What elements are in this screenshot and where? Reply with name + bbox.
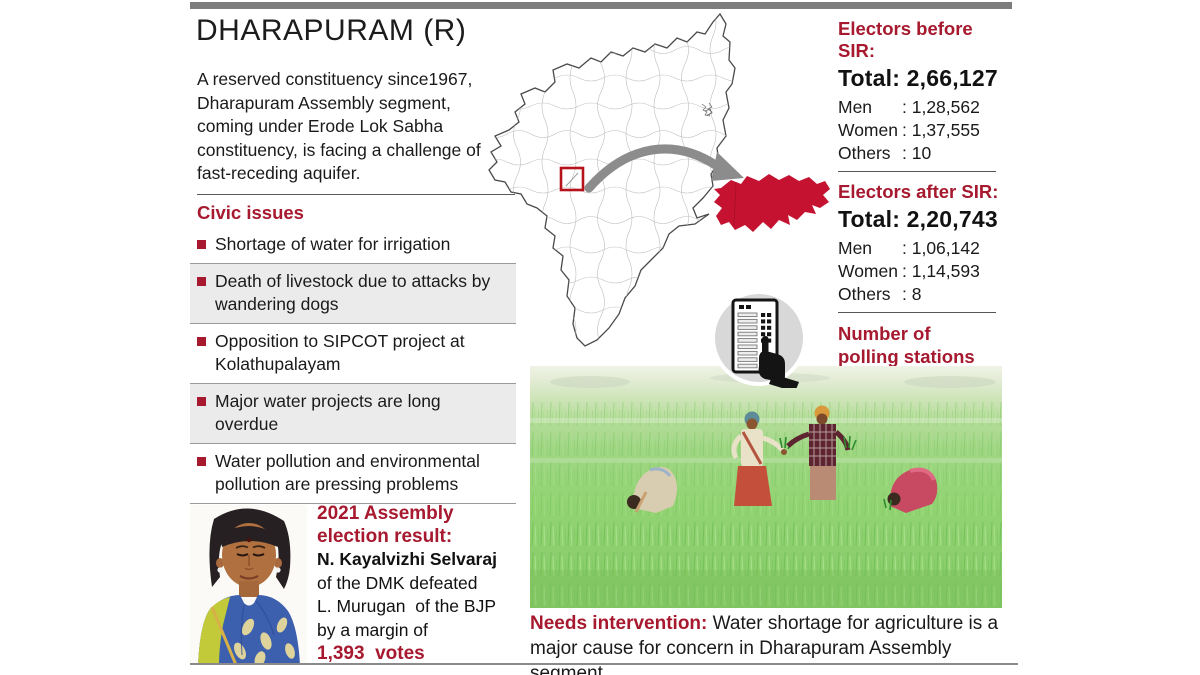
list-item-text: Opposition to SIPCOT project at Kolathup… [215,331,465,374]
bullet-square-icon [197,397,206,406]
field-band [530,418,1002,423]
polling-heading-line1: Number of [838,323,931,344]
stat-label: Men [838,97,873,117]
saree-pattern [234,617,295,665]
farm-worker-standing-right [786,405,857,500]
stat-value: : 8 [902,284,922,304]
chennai-cluster [701,102,713,117]
list-item: Major water projects are long overdue [190,384,516,444]
civic-issues-heading: Civic issues [197,202,304,223]
locator-square [559,166,585,192]
grass-texture-front [530,516,1002,608]
bullet-square-icon [197,240,206,249]
grass-shade-bottom [530,570,1002,608]
stat-row: Men : 1,06,142 [838,237,1014,260]
divider [838,312,996,313]
stat-value: : 1,37,555 [902,120,980,140]
locator-arrow-head [711,152,744,181]
stat-value: : 1,06,142 [902,238,980,258]
victory-margin: 1,393 votes [317,643,425,664]
list-item-text: Shortage of water for irrigation [215,234,451,254]
intro-paragraph: A reserved constituency since1967, Dhara… [197,69,481,183]
stat-row: Women : 1,14,593 [838,260,1014,283]
list-item: Opposition to SIPCOT project at Kolathup… [190,324,516,384]
candidate-photo [190,505,307,665]
stat-value: : 10 [902,143,932,163]
caption-text: Water shortage for agriculture is a majo… [530,613,1004,675]
electors-after-heading: Electors after SIR: [838,181,999,202]
stat-label: Men [838,238,873,258]
list-item-text: Water pollution and environmental pollut… [215,451,480,494]
bottom-rule [190,663,1018,665]
caption-lead: Needs intervention: [530,613,708,634]
bullet-square-icon [197,337,206,346]
evm-voting-machine-icon [711,290,807,388]
electors-stats-panel: Electors before SIR: Total: 2,66,127 Men… [838,18,1014,410]
farm-worker-standing-left [731,411,793,506]
stat-row: Men : 1,28,562 [838,96,1014,119]
stat-label: Women [838,120,898,140]
electors-before-total: Total: 2,66,127 [838,65,998,91]
stat-label: Women [838,261,898,281]
stat-value: : 1,28,562 [902,97,980,117]
locator-arrow [584,144,722,193]
divider [197,194,515,195]
constituency-inner-line [733,181,737,227]
result-heading-line2: election result: [317,526,453,547]
dharapuram-constituency-shape [714,174,830,232]
stat-row: Others : 10 [838,142,1014,165]
list-item: Water pollution and environmental pollut… [190,444,516,504]
photo-caption: Needs intervention: Water shortage for a… [530,611,1008,675]
result-text-line: by a margin of [317,619,428,640]
result-text-line: of the DMK defeated [317,572,478,593]
polling-stations-heading: Number of polling stations [838,322,1014,368]
bullet-square-icon [197,277,206,286]
winner-name: N. Kayalvizhi Selvaraj [317,549,497,569]
result-heading-line1: 2021 Assembly [317,503,454,524]
stat-row: Women : 1,37,555 [838,119,1014,142]
locator-square-detail [565,172,579,187]
stat-row: Others : 8 [838,283,1014,306]
list-item-text: Major water projects are long overdue [215,391,441,434]
stat-value: : 1,14,593 [902,261,980,281]
stat-label: Others [838,143,891,163]
electors-after-total: Total: 2,20,743 [838,206,998,232]
list-item: Death of livestock due to attacks by wan… [190,264,516,324]
polling-heading-line2: polling stations [838,346,975,367]
electors-before-heading: Electors before SIR: [838,18,973,61]
top-rule-bar [190,2,1012,9]
divider [838,171,996,172]
list-item-text: Death of livestock due to attacks by wan… [215,271,491,314]
result-text-line: L. Murugan of the BJP [317,596,496,616]
tamil-nadu-constituency-map [488,12,830,347]
election-result-block: 2021 Assembly election result: N. Kayalv… [317,502,522,665]
paddy-field-photo [530,366,1002,608]
pressing-hand [758,336,799,388]
farm-worker-bending-left [627,467,677,513]
stat-label: Others [838,284,891,304]
state-outline [488,12,736,347]
page-title: DHARAPURAM (R) [196,14,467,47]
bullet-square-icon [197,457,206,466]
farm-worker-bending-right [883,467,938,513]
list-item: Shortage of water for irrigation [190,227,516,264]
field-band [530,458,1002,463]
civic-issues-list: Shortage of water for irrigation Death o… [190,227,516,504]
